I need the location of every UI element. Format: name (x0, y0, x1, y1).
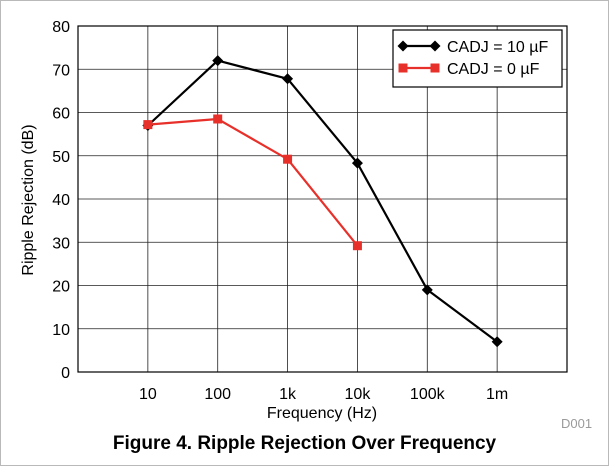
y-tick-label: 40 (52, 192, 70, 209)
x-tick-label: 100 (204, 386, 231, 403)
x-tick-label: 1k (279, 386, 297, 403)
legend-marker (397, 40, 409, 52)
series-line (147, 117, 359, 247)
data-point (212, 55, 224, 67)
data-point (213, 114, 223, 124)
data-point (143, 120, 153, 130)
legend-marker (429, 40, 441, 52)
legend-marker (398, 63, 408, 73)
x-axis-label: Frequency (Hz) (267, 405, 377, 422)
legend-box (392, 29, 563, 88)
legend-entry: CADJ = 10 µF (447, 39, 548, 56)
x-tick-label: 10k (345, 386, 372, 403)
plot-area-border (77, 25, 568, 373)
x-tick-label: 10 (139, 386, 157, 403)
y-tick-label: 50 (52, 149, 70, 166)
tick-labels: 0 10 20 30 40 50 60 70 80 10 100 1k 10k 100k 1m (52, 19, 508, 403)
data-point (351, 157, 363, 169)
legend-entry: CADJ = 0 µF (447, 61, 540, 78)
series-line (147, 59, 498, 343)
data-point (282, 73, 294, 85)
y-tick-label: 80 (52, 19, 70, 36)
y-tick-label: 0 (61, 365, 70, 382)
data-point (491, 336, 503, 348)
y-tick-label: 30 (52, 235, 70, 252)
x-tick-label: 100k (410, 386, 446, 403)
figure-caption: Figure 4. Ripple Rejection Over Frequenc… (112, 433, 497, 454)
y-axis-label: Ripple Rejection (dB) (20, 124, 37, 275)
legend: CADJ = 10 µF CADJ = 0 µF (392, 29, 563, 88)
series-1 (142, 55, 503, 348)
legend-marker (430, 63, 440, 73)
data-point (352, 241, 362, 251)
y-tick-label: 60 (52, 106, 70, 123)
y-tick-label: 20 (52, 279, 70, 296)
document-id: D001 (561, 416, 593, 431)
y-tick-label: 10 (52, 322, 70, 339)
data-point (421, 284, 433, 296)
x-tick-label: 1m (486, 386, 508, 403)
data-point (283, 154, 293, 164)
series-2 (143, 114, 362, 251)
data-series (142, 55, 503, 348)
y-tick-label: 70 (52, 62, 70, 79)
